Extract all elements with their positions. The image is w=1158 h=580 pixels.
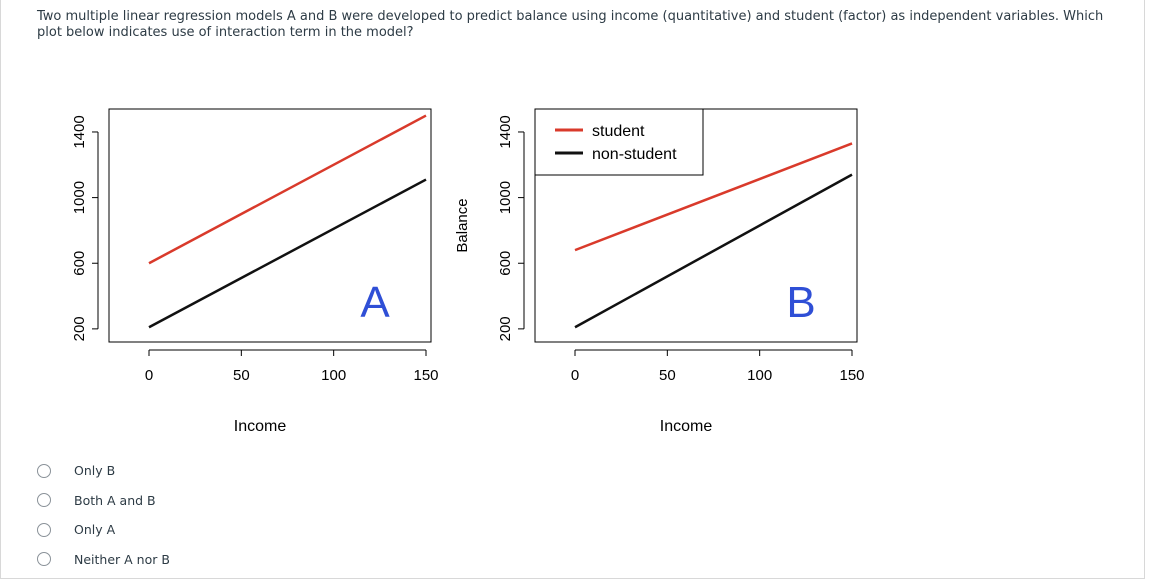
y-tick-label: 1000 <box>497 181 514 214</box>
series-line-student <box>148 114 427 265</box>
option-label: Neither A nor B <box>74 551 170 567</box>
y-tick-label: 200 <box>497 316 514 341</box>
option-both-a-and-b[interactable]: Both A and B <box>37 486 170 516</box>
x-tick-label: 0 <box>145 367 153 384</box>
y-tick-label: 600 <box>71 251 88 276</box>
radio-button[interactable] <box>37 493 51 508</box>
x-tick-label: 50 <box>659 367 676 384</box>
legend: student non-student <box>534 108 704 176</box>
y-tick-label: 200 <box>71 316 88 341</box>
y-tick-label: 1400 <box>71 115 88 148</box>
y-axis-label: Balance <box>41 198 45 252</box>
plot-a: 200 600 1000 1400 Balance 0 50 100 150 Income A <box>41 108 439 435</box>
option-label: Only A <box>74 522 116 538</box>
radio-button[interactable] <box>37 522 51 537</box>
series-line-non-student <box>574 173 853 329</box>
series-line-student <box>574 142 853 252</box>
x-tick-label: 150 <box>839 367 864 384</box>
radio-button[interactable] <box>37 552 51 567</box>
x-tick-label: 150 <box>413 367 438 384</box>
y-tick-label: 600 <box>497 251 514 276</box>
option-label: Only B <box>74 463 116 479</box>
x-axis-label: Income <box>234 418 287 435</box>
legend-label: non-student <box>592 146 677 163</box>
x-tick-label: 100 <box>321 367 346 384</box>
option-only-b[interactable]: Only B <box>37 456 170 486</box>
option-neither[interactable]: Neither A nor B <box>37 545 170 575</box>
x-tick-label: 100 <box>747 367 772 384</box>
radio-button[interactable] <box>37 463 51 478</box>
x-tick-label: 0 <box>571 367 579 384</box>
plot-frame <box>108 108 432 343</box>
panel-letter: A <box>360 278 390 327</box>
y-tick-label: 1000 <box>71 181 88 214</box>
option-label: Both A and B <box>74 492 156 508</box>
x-tick-label: 50 <box>233 367 250 384</box>
legend-box <box>534 108 704 176</box>
legend-label: student <box>592 123 645 140</box>
answer-options: Only B Both A and B Only A Neither A nor… <box>37 456 170 574</box>
series-line-non-student <box>148 178 427 329</box>
x-axis-label: Income <box>660 418 713 435</box>
plot-b: 200 600 1000 1400 Balance 0 50 100 150 Income Bstu… <box>454 108 865 435</box>
panel-letter: B <box>786 278 815 327</box>
option-only-a[interactable]: Only A <box>37 515 170 545</box>
question-text: Two multiple linear regression models A … <box>37 9 1104 40</box>
y-tick-label: 1400 <box>497 115 514 148</box>
y-axis-label: Balance <box>454 198 471 252</box>
